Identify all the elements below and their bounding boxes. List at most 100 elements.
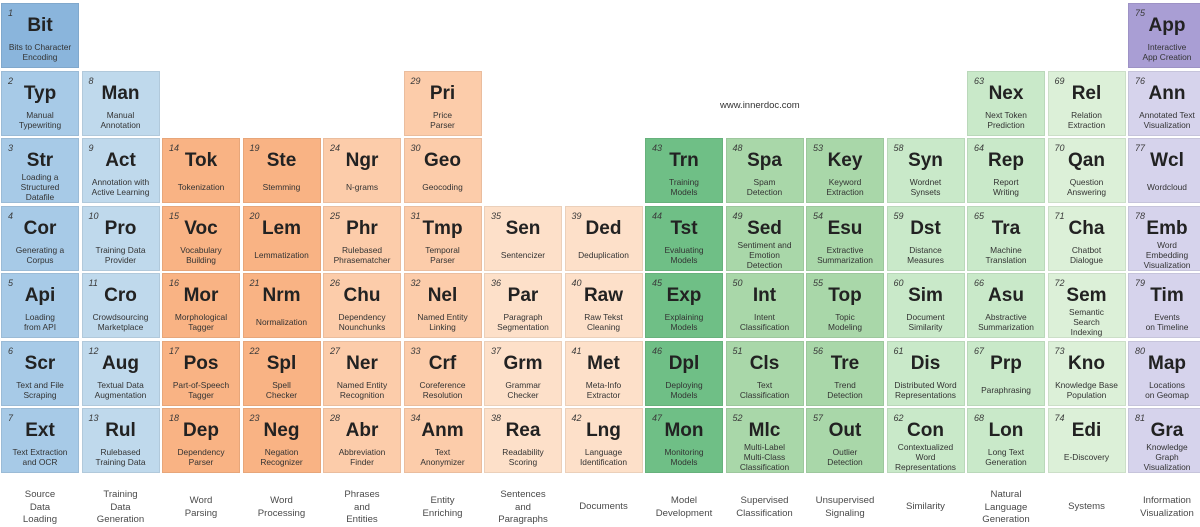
element-symbol: Kno (1068, 352, 1105, 374)
element-name: Named Entity Linking (417, 312, 468, 332)
element-symbol: Cha (1068, 217, 1105, 239)
element-name: Generating a Corpus (15, 244, 65, 265)
element-number: 63 (974, 75, 985, 86)
element-number: 24 (330, 143, 341, 153)
element-symbol: Prp (990, 352, 1022, 374)
element-name: Topic Modeling (828, 312, 862, 332)
element-app: 75 App Interactive App Creation (1128, 3, 1200, 68)
element-number: 7 (8, 413, 14, 423)
element-number: 10 (88, 210, 99, 221)
element-symbol: Bit (27, 15, 53, 36)
element-pri: 29 Pri Price Parser (403, 70, 482, 136)
element-symbol: Exp (666, 285, 702, 306)
element-met: 41 Met Meta-Info Extractor (564, 340, 643, 406)
element-number: 49 (732, 210, 743, 221)
element-rel: 69 Rel Relation Extraction (1047, 70, 1126, 136)
element-name: Manual Annotation (100, 109, 141, 130)
element-number: 17 (169, 345, 180, 356)
element-number: 79 (1135, 278, 1146, 288)
element-tok: 14 Tok Tokenization (162, 138, 240, 203)
element-number: 33 (410, 345, 421, 356)
element-name: Text Extraction and OCR (12, 447, 68, 467)
element-name: Spam Detection (746, 177, 783, 197)
element-name: Language Identification (579, 447, 628, 467)
element-number: 65 (974, 210, 985, 221)
element-symbol: Syn (908, 150, 943, 171)
element-number: 27 (330, 345, 341, 356)
element-rea: 38 Rea Readability Scoring (484, 408, 562, 473)
element-symbol: Esu (827, 217, 863, 239)
element-symbol: Mon (664, 420, 704, 441)
element-name: Training Models (669, 177, 699, 197)
category-label: Source Data Loading (22, 489, 58, 525)
element-name: Annotated Text Visualization (1139, 109, 1195, 130)
element-symbol: Top (828, 285, 862, 306)
category-label: Entity Enriching (422, 495, 463, 519)
element-symbol: Chu (343, 285, 381, 306)
element-number: 69 (1054, 75, 1065, 86)
element-name: Bits to Character Encoding (8, 42, 72, 62)
element-symbol: Sen (505, 217, 541, 239)
category-label: Phrases and Entities (344, 489, 380, 525)
element-name: Dependency Parser (177, 447, 225, 467)
element-spa: 48 Spa Spam Detection (725, 138, 804, 203)
element-symbol: Dis (910, 352, 941, 374)
element-symbol: Out (828, 420, 862, 441)
element-symbol: Ste (266, 150, 297, 171)
element-number: 32 (410, 278, 421, 288)
element-name: Machine Translation (985, 244, 1027, 265)
element-number: 3 (8, 143, 14, 153)
category-label: Word Parsing (184, 495, 218, 519)
element-number: 39 (571, 210, 582, 221)
element-name: Outlier Detection (827, 447, 863, 467)
element-number: 11 (88, 278, 98, 288)
element-name: Abbreviation Finder (338, 447, 386, 467)
element-symbol: Typ (23, 82, 57, 104)
element-name: Grammar Checker (505, 379, 541, 400)
element-number: 40 (571, 278, 582, 288)
element-number: 6 (8, 345, 14, 356)
element-name: Stemming (262, 182, 301, 192)
element-number: 44 (652, 210, 663, 221)
element-symbol: Asu (988, 285, 1024, 306)
element-dep: 18 Dep Dependency Parser (162, 408, 240, 473)
element-name: Chatbot Dialogue (1069, 244, 1104, 265)
element-symbol: Emb (1146, 217, 1188, 239)
element-scr: 6 Scr Text and File Scraping (1, 340, 79, 406)
element-name: Textual Data Augmentation (94, 379, 147, 400)
element-mon: 47 Mon Monitoring Models (645, 408, 723, 473)
element-number: 36 (491, 278, 502, 288)
element-number: 23 (249, 413, 260, 423)
element-symbol: Sed (747, 217, 782, 239)
element-symbol: Dpl (668, 352, 700, 374)
element-symbol: Rul (105, 420, 136, 441)
category-label: Word Processing (257, 495, 306, 519)
element-number: 43 (652, 143, 663, 153)
element-number: 13 (88, 413, 99, 423)
element-symbol: Scr (24, 352, 56, 374)
element-number: 73 (1054, 345, 1065, 356)
element-number: 68 (974, 413, 985, 423)
element-cls: 51 Cls Text Classification (725, 340, 804, 406)
element-ner: 27 Ner Named Entity Recognition (323, 340, 401, 406)
element-int: 50 Int Intent Classification (725, 273, 804, 338)
element-symbol: Ngr (345, 150, 379, 171)
element-symbol: Wcl (1150, 150, 1184, 171)
element-bit: 1 Bit Bits to Character Encoding (1, 3, 79, 68)
element-number: 42 (571, 413, 582, 423)
element-pos: 17 Pos Part-of-Speech Tagger (162, 340, 240, 406)
element-asu: 66 Asu Abstractive Summarization (967, 273, 1045, 338)
element-symbol: Tst (670, 217, 698, 239)
category-label: Unsupervised Signaling (815, 495, 875, 519)
element-number: 71 (1054, 210, 1065, 221)
element-symbol: Dep (183, 420, 219, 441)
element-symbol: Voc (184, 217, 218, 239)
element-number: 77 (1135, 143, 1146, 153)
element-aug: 12 Aug Textual Data Augmentation (81, 340, 160, 406)
element-name: Extractive Summarization (817, 244, 873, 265)
element-symbol: Spl (266, 352, 297, 374)
element-symbol: Crf (428, 352, 457, 374)
element-esu: 54 Esu Extractive Summarization (806, 205, 884, 271)
element-rep: 64 Rep Report Writing (967, 138, 1045, 203)
element-number: 28 (330, 413, 341, 423)
